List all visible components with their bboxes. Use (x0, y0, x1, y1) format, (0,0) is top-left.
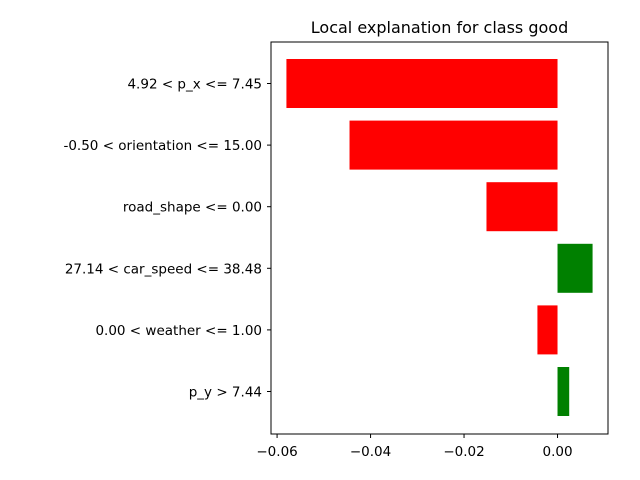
x-tick-label-0: −0.06 (256, 444, 297, 460)
bar-3 (557, 243, 593, 293)
x-tick-label-3: 0.00 (542, 444, 572, 460)
bar-5 (557, 367, 570, 416)
y-axis-ticks: 4.92 < p_x <= 7.45 -0.50 < orientation <=… (63, 77, 271, 401)
x-axis-ticks: −0.06 −0.04 −0.02 0.00 (256, 434, 573, 460)
x-tick-label-2: −0.02 (443, 444, 484, 460)
bar-4 (537, 305, 558, 355)
bars-layer (286, 59, 593, 416)
chart-title: Local explanation for class good (311, 18, 568, 37)
bar-1 (349, 120, 558, 170)
y-tick-label-2: road_shape <= 0.00 (123, 200, 262, 216)
y-tick-label-5: p_y > 7.44 (189, 385, 262, 401)
bar-0 (286, 59, 558, 108)
y-tick-label-4: 0.00 < weather <= 1.00 (95, 323, 262, 339)
bar-2 (486, 182, 558, 232)
axes-frame (270, 41, 609, 435)
y-tick-label-1: -0.50 < orientation <= 15.00 (63, 138, 262, 154)
x-tick-label-1: −0.04 (350, 444, 391, 460)
y-tick-label-0: 4.92 < p_x <= 7.45 (127, 77, 262, 93)
y-tick-label-3: 27.14 < car_speed <= 38.48 (65, 261, 262, 277)
